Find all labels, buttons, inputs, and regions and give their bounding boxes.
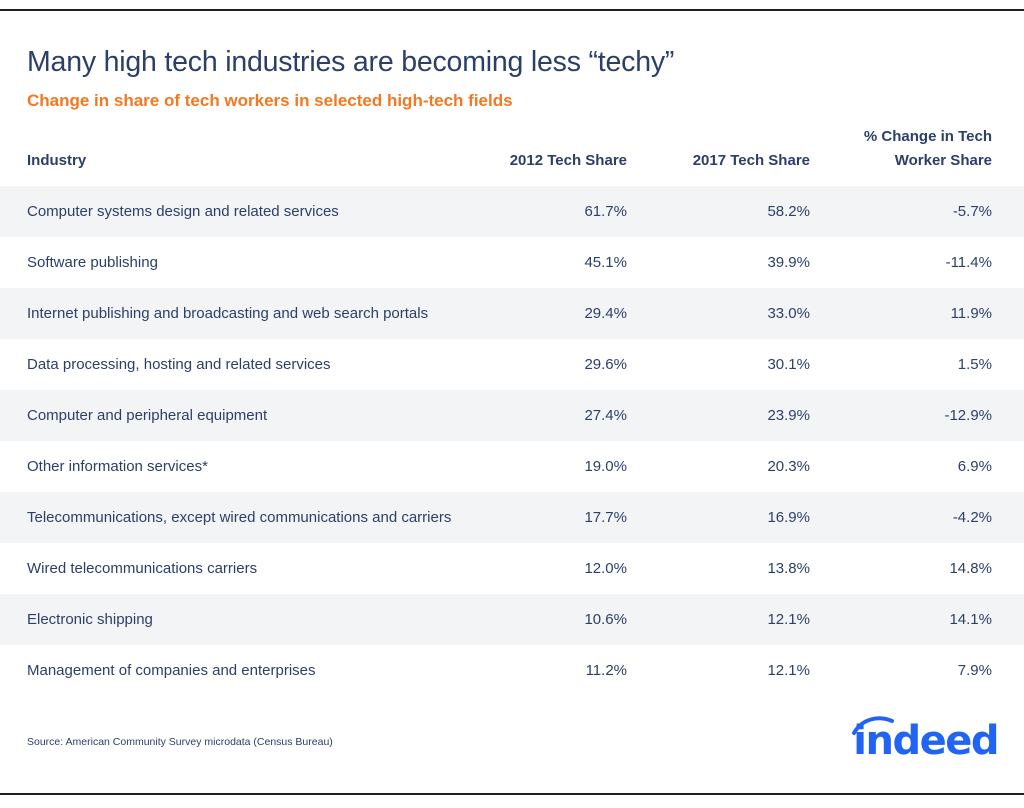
cell-2012-tech-share: 11.2% [585, 662, 627, 679]
data-table: Industry 2012 Tech Share 2017 Tech Share… [0, 124, 1024, 696]
cell-2012-tech-share: 12.0% [584, 560, 627, 577]
cell-2012-tech-share: 19.0% [584, 458, 627, 475]
bottom-border [0, 793, 1024, 795]
cell-pct-change: -4.2% [952, 509, 992, 526]
cell-pct-change: 11.9% [950, 305, 992, 322]
cell-2012-tech-share: 27.4% [584, 407, 627, 424]
cell-industry: Electronic shipping [27, 611, 153, 628]
cell-pct-change: 14.8% [949, 560, 992, 577]
cell-2012-tech-share: 45.1% [584, 254, 627, 271]
table-row: Management of companies and enterprises 1… [0, 645, 1024, 696]
cell-2017-tech-share: 58.2% [767, 203, 810, 220]
cell-pct-change: -11.4% [945, 254, 992, 271]
cell-2012-tech-share: 29.6% [584, 356, 627, 373]
cell-industry: Other information services* [27, 458, 208, 475]
table-row: Internet publishing and broadcasting and… [0, 288, 1024, 339]
header-pct-change: % Change in Tech Worker Share [864, 125, 992, 173]
cell-pct-change: 14.1% [949, 611, 992, 628]
cell-pct-change: 1.5% [957, 356, 992, 373]
cell-pct-change: -12.9% [944, 407, 992, 424]
table-row: Telecommunications, except wired communi… [0, 492, 1024, 543]
indeed-logo-icon [852, 716, 894, 735]
table-body: Computer systems design and related serv… [0, 186, 1024, 696]
cell-2017-tech-share: 13.8% [767, 560, 810, 577]
top-border [0, 9, 1024, 11]
header-pct-change-line2: Worker Share [894, 152, 992, 169]
table-row: Software publishing 45.1% 39.9% -11.4% [0, 237, 1024, 288]
indeed-logo-text: indeed [853, 718, 999, 764]
cell-industry: Data processing, hosting and related ser… [27, 356, 331, 373]
header-industry: Industry [27, 152, 87, 169]
cell-2012-tech-share: 17.7% [584, 509, 627, 526]
source-note: Source: American Community Survey microd… [27, 736, 333, 748]
cell-2017-tech-share: 39.9% [767, 254, 810, 271]
table-row: Data processing, hosting and related ser… [0, 339, 1024, 390]
cell-industry: Computer and peripheral equipment [27, 407, 268, 424]
page-subtitle: Change in share of tech workers in selec… [27, 91, 513, 110]
cell-2017-tech-share: 20.3% [767, 458, 810, 475]
table-row: Electronic shipping 10.6% 12.1% 14.1% [0, 594, 1024, 645]
cell-2012-tech-share: 61.7% [584, 203, 627, 220]
cell-2017-tech-share: 16.9% [767, 509, 810, 526]
cell-2012-tech-share: 10.6% [584, 611, 627, 628]
cell-industry: Wired telecommunications carriers [27, 560, 258, 577]
cell-industry: Management of companies and enterprises [27, 662, 316, 679]
header-2017-tech-share: 2017 Tech Share [692, 152, 810, 169]
cell-2017-tech-share: 12.1% [767, 662, 810, 679]
cell-industry: Telecommunications, except wired communi… [27, 509, 452, 526]
cell-2017-tech-share: 23.9% [767, 407, 810, 424]
cell-industry: Internet publishing and broadcasting and… [27, 305, 429, 322]
cell-industry: Computer systems design and related serv… [27, 203, 339, 220]
table-row: Computer and peripheral equipment 27.4% 23… [0, 390, 1024, 441]
cell-2012-tech-share: 29.4% [584, 305, 627, 322]
table-row: Computer systems design and related serv… [0, 186, 1024, 237]
header-pct-change-line1: % Change in Tech [863, 128, 992, 145]
cell-2017-tech-share: 33.0% [767, 305, 810, 322]
cell-industry: Software publishing [27, 254, 158, 271]
page-title: Many high tech industries are becoming l… [27, 46, 675, 78]
cell-pct-change: -5.7% [952, 203, 992, 220]
table-header: Industry 2012 Tech Share 2017 Tech Share… [0, 124, 1024, 186]
cell-2017-tech-share: 12.1% [767, 611, 810, 628]
table-row: Other information services* 19.0% 20.3% 6.9… [0, 441, 1024, 492]
cell-pct-change: 6.9% [957, 458, 992, 475]
cell-pct-change: 7.9% [957, 662, 992, 679]
indeed-logo: indeed [848, 711, 999, 771]
cell-2017-tech-share: 30.1% [767, 356, 810, 373]
table-row: Wired telecommunications carriers 12.0% 13… [0, 543, 1024, 594]
header-2012-tech-share: 2012 Tech Share [509, 152, 627, 169]
